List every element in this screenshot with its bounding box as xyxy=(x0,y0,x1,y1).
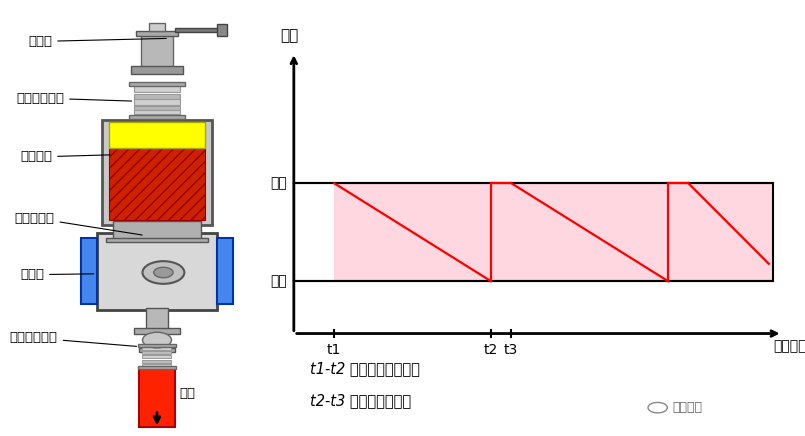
Circle shape xyxy=(142,261,184,284)
Bar xyxy=(142,364,171,367)
Text: 卸料: 卸料 xyxy=(180,387,196,400)
Text: 装料: 装料 xyxy=(281,29,299,44)
Bar xyxy=(109,148,205,220)
Bar xyxy=(134,328,180,334)
Text: 剑指工控: 剑指工控 xyxy=(672,401,702,414)
Bar xyxy=(80,238,97,304)
Text: 装料阀: 装料阀 xyxy=(28,35,167,48)
Bar xyxy=(139,368,175,427)
Text: 柔性出口连接: 柔性出口连接 xyxy=(10,331,137,346)
Bar xyxy=(217,238,233,304)
Text: t3: t3 xyxy=(504,343,518,357)
Bar xyxy=(134,110,180,114)
Bar xyxy=(131,66,183,74)
Bar xyxy=(149,339,165,350)
Text: t1-t2 时间：重力式给料: t1-t2 时间：重力式给料 xyxy=(310,361,419,376)
Text: 螺旋输送机: 螺旋输送机 xyxy=(14,211,142,235)
Bar xyxy=(142,360,171,363)
Bar xyxy=(142,347,171,350)
Bar xyxy=(142,355,171,358)
Bar xyxy=(134,94,180,99)
Bar xyxy=(138,366,176,369)
Bar xyxy=(334,183,773,281)
Bar xyxy=(136,31,178,36)
Bar xyxy=(217,24,227,36)
Text: 最低: 最低 xyxy=(270,274,287,288)
Bar xyxy=(141,33,173,70)
Circle shape xyxy=(142,332,171,348)
Text: 失重秤: 失重秤 xyxy=(20,268,94,281)
Text: 称重料仓: 称重料仓 xyxy=(20,150,110,164)
Bar xyxy=(134,85,180,92)
Bar xyxy=(106,238,208,242)
Bar xyxy=(142,351,171,354)
Bar xyxy=(102,120,212,225)
Bar xyxy=(97,233,217,310)
Text: t1: t1 xyxy=(327,343,341,357)
Bar xyxy=(134,106,180,110)
Bar xyxy=(109,122,205,148)
Text: 柔性入口连接: 柔性入口连接 xyxy=(16,92,132,105)
Text: 给料时间: 给料时间 xyxy=(774,339,805,353)
Text: t2: t2 xyxy=(484,343,498,357)
Bar xyxy=(134,99,180,105)
Bar xyxy=(175,28,219,32)
Bar xyxy=(109,148,205,220)
Bar xyxy=(294,183,773,281)
Text: t2-t3 时间：重新装料: t2-t3 时间：重新装料 xyxy=(310,394,411,409)
Bar xyxy=(129,82,185,86)
Text: 最高: 最高 xyxy=(270,176,287,190)
Bar xyxy=(138,344,176,347)
Circle shape xyxy=(154,267,173,278)
Bar xyxy=(139,348,175,352)
Bar xyxy=(149,23,165,31)
Bar xyxy=(129,115,185,119)
Bar xyxy=(146,308,168,330)
Bar xyxy=(113,221,201,239)
